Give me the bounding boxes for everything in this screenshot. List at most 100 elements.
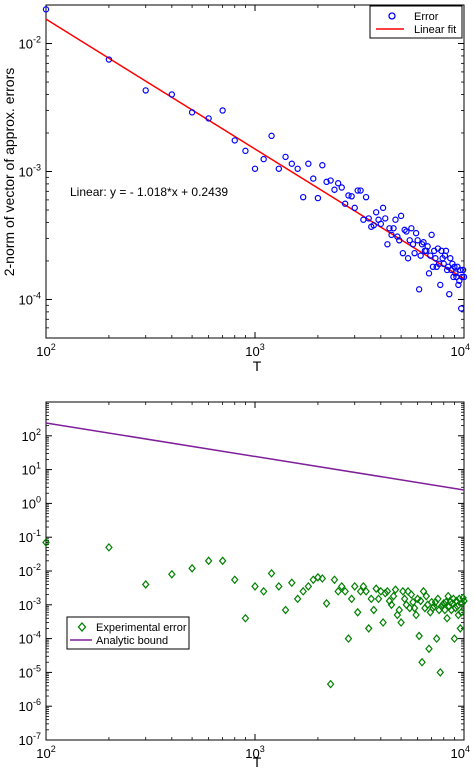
- top-point: [404, 255, 412, 262]
- bottom-point: [372, 584, 380, 594]
- top-point: [425, 270, 433, 277]
- bottom-point: [304, 581, 313, 591]
- bottom-point: [458, 598, 466, 608]
- top-point: [388, 231, 395, 239]
- top-point: [415, 286, 423, 293]
- bottom-point: [230, 575, 239, 585]
- top-point: [442, 247, 450, 255]
- top-point: [323, 178, 330, 186]
- bottom-point: [318, 574, 327, 583]
- bottom-point: [450, 634, 459, 644]
- bottom-point: [369, 605, 378, 615]
- bottom-point: [415, 631, 423, 641]
- top-point: [294, 165, 301, 172]
- bottom-point: [293, 594, 302, 604]
- top-point: [459, 266, 467, 274]
- top-point: [412, 229, 420, 237]
- legend-analytic-label: Analytic bound: [96, 635, 168, 647]
- bottom-point: [459, 593, 467, 603]
- bottom-point: [241, 613, 250, 623]
- bottom-y-tick-label: 101: [22, 461, 41, 478]
- legend-error-label: Error: [414, 11, 439, 23]
- top-plot-data: [42, 6, 468, 312]
- bottom-plot-xlabel: T: [253, 754, 262, 769]
- bottom-point: [410, 603, 419, 613]
- bottom-y-tick-label: 10-4: [19, 630, 41, 647]
- top-point: [345, 192, 352, 199]
- legend-experimental-label: Experimental error: [96, 622, 187, 634]
- top-point: [231, 137, 238, 144]
- bottom-y-tick-label: 102: [22, 427, 41, 444]
- top-x-tick-label: 103: [245, 342, 264, 359]
- bottom-point: [436, 667, 445, 677]
- top-point: [251, 165, 259, 172]
- bottom-point: [299, 586, 307, 596]
- bottom-point: [383, 586, 392, 596]
- bottom-point: [395, 605, 404, 615]
- top-point: [458, 305, 465, 312]
- top-point: [397, 212, 405, 220]
- bottom-point: [412, 610, 420, 620]
- bottom-point: [42, 538, 50, 547]
- top-point: [370, 222, 377, 229]
- bottom-point: [374, 594, 383, 604]
- top-point: [341, 200, 349, 207]
- bottom-y-tick-label: 10-7: [19, 731, 41, 748]
- top-point: [105, 56, 113, 63]
- bottom-point: [350, 581, 359, 591]
- top-point: [414, 237, 421, 244]
- bottom-point: [367, 594, 376, 604]
- bottom-point: [457, 607, 466, 617]
- bottom-point: [362, 586, 370, 596]
- top-point: [420, 239, 427, 246]
- bottom-plot-data: [42, 422, 468, 689]
- top-point: [406, 237, 413, 244]
- bottom-point: [330, 575, 339, 585]
- bottom-point: [432, 634, 441, 644]
- top-point: [417, 252, 424, 259]
- top-point: [443, 266, 451, 274]
- bottom-plot-legend: Experimental error Analytic bound: [66, 616, 190, 650]
- bottom-point: [377, 586, 385, 596]
- bottom-point: [326, 679, 335, 689]
- top-point: [362, 193, 370, 201]
- bottom-point: [204, 556, 213, 566]
- top-point: [168, 91, 176, 98]
- top-x-tick-label: 102: [36, 342, 55, 359]
- top-point: [305, 160, 312, 167]
- bottom-point: [288, 578, 296, 588]
- top-point: [411, 249, 418, 257]
- bottom-point: [425, 644, 433, 654]
- top-point: [327, 177, 334, 184]
- bottom-point: [444, 591, 452, 601]
- bottom-point: [391, 585, 400, 595]
- top-point: [446, 290, 453, 298]
- top-point: [382, 215, 389, 222]
- bottom-y-tick-label: 10-5: [19, 663, 41, 680]
- top-point: [457, 266, 464, 274]
- bottom-point: [454, 610, 463, 620]
- bottom-point: [405, 603, 414, 613]
- bottom-point: [168, 569, 176, 579]
- bottom-plot-ticks: 102 103 104 10-7 10-6 10-5 10-4 10-3 10-2 10-1 100…: [19, 402, 470, 761]
- top-point: [357, 187, 364, 194]
- top-point: [365, 215, 372, 222]
- bottom-point: [347, 594, 356, 604]
- bottom-point: [259, 586, 268, 596]
- bottom-x-tick-label: 102: [36, 744, 55, 761]
- bottom-legend-box: [66, 616, 190, 650]
- bottom-y-tick-label: 100: [22, 494, 41, 511]
- bottom-point: [400, 594, 409, 604]
- top-point: [379, 204, 387, 212]
- top-point: [288, 160, 296, 167]
- top-plot-ylabel: 2-norm of vector of approx. errors: [1, 68, 17, 277]
- bottom-point: [344, 634, 353, 644]
- top-plot-legend: Error Linear fit: [369, 5, 463, 39]
- bottom-point: [439, 598, 448, 608]
- bottom-point: [443, 613, 451, 623]
- top-point: [438, 247, 445, 255]
- top-point: [314, 194, 322, 202]
- bottom-point: [353, 607, 362, 617]
- bottom-point: [416, 596, 425, 606]
